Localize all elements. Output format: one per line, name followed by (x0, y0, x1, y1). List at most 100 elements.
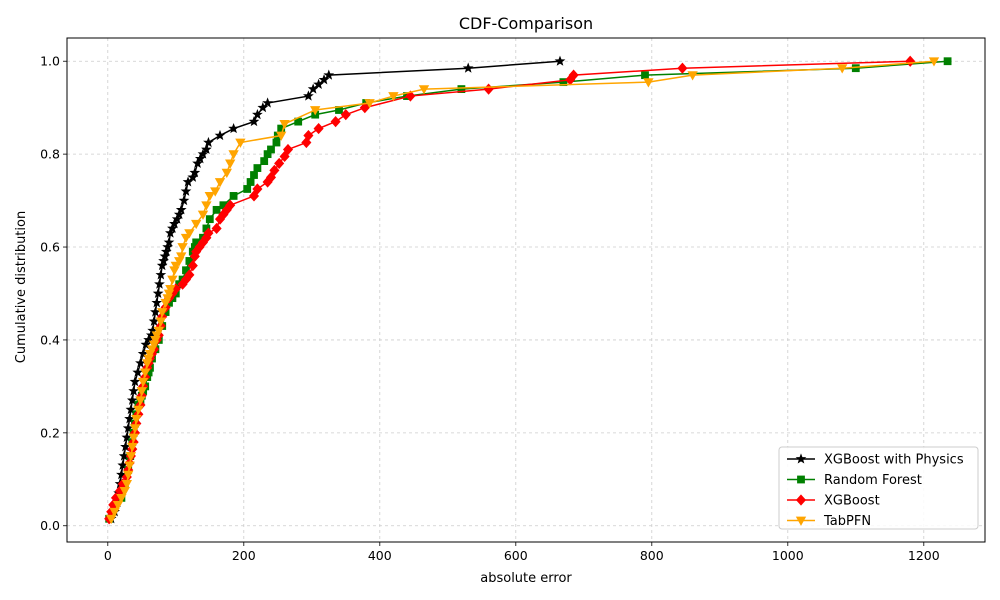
data-point (169, 218, 180, 229)
legend-item: XGBoost (787, 494, 880, 509)
legend-item: TabPFN (787, 514, 871, 529)
data-point (106, 514, 117, 525)
data-point (180, 185, 192, 196)
data-point (248, 115, 260, 127)
y-tick-label: 0.2 (40, 425, 60, 440)
data-point (176, 252, 187, 262)
data-point (462, 62, 474, 73)
data-point (157, 308, 168, 318)
data-point (225, 199, 236, 211)
data-point (276, 131, 287, 141)
y-tick-label: 0.8 (40, 147, 60, 162)
data-point (124, 461, 135, 471)
data-point (184, 269, 195, 281)
data-point (303, 129, 314, 142)
data-point (136, 387, 147, 397)
data-point (137, 377, 149, 388)
data-point (123, 470, 134, 480)
data-point (274, 157, 285, 170)
data-point (265, 171, 277, 183)
plot-area-frame (66, 37, 986, 543)
data-point (313, 122, 324, 135)
data-point (155, 317, 167, 327)
data-point (163, 236, 175, 247)
legend-label: TabPFN (823, 514, 871, 529)
data-point (260, 157, 269, 165)
data-point (197, 148, 209, 159)
data-point (235, 138, 246, 148)
data-point (246, 178, 255, 186)
data-point (252, 183, 263, 195)
data-point (323, 69, 335, 80)
y-tick-label: 0.6 (40, 240, 60, 255)
data-point (303, 90, 314, 101)
data-point (359, 102, 370, 114)
data-point (154, 278, 165, 289)
data-point (252, 109, 263, 120)
data-point (109, 507, 120, 518)
data-point (211, 222, 222, 235)
data-point (677, 62, 688, 74)
data-point (140, 338, 152, 350)
data-point (340, 109, 351, 121)
data-point (128, 385, 139, 396)
data-point (262, 97, 273, 108)
data-point (177, 243, 188, 253)
data-point (152, 287, 164, 299)
y-tick-label: 0.0 (40, 518, 60, 533)
x-tick-label: 600 (504, 548, 528, 563)
legend-label: XGBoost with Physics (824, 453, 964, 468)
data-point (128, 433, 139, 443)
x-tick-label: 1200 (908, 548, 940, 563)
data-point (225, 159, 236, 169)
series-3 (106, 57, 940, 525)
data-point (151, 297, 163, 308)
data-point (140, 368, 151, 378)
data-point (201, 201, 212, 211)
data-point (187, 260, 198, 272)
legend-box (778, 446, 979, 530)
data-point (173, 208, 185, 220)
data-point (250, 171, 258, 179)
data-point (905, 55, 916, 67)
legend-item: XGBoost with Physics (787, 453, 964, 468)
data-point (943, 57, 952, 66)
data-point (155, 269, 167, 280)
data-point (204, 192, 215, 202)
data-point (203, 136, 214, 148)
data-point (212, 205, 221, 214)
x-tick-label: 400 (368, 548, 392, 563)
data-point (131, 414, 142, 425)
data-point (126, 394, 138, 405)
data-point (175, 204, 187, 215)
data-point (125, 403, 137, 415)
data-point (167, 222, 178, 234)
legend-marker (795, 494, 807, 506)
data-point (184, 229, 195, 239)
data-point (228, 122, 239, 134)
x-axis-title: absolute error (480, 571, 572, 586)
data-point (457, 85, 466, 93)
legend-label: Random Forest (824, 473, 922, 488)
data-point (253, 164, 262, 172)
data-point (568, 69, 579, 81)
legend-marker (795, 453, 807, 464)
data-point (267, 145, 275, 154)
data-point (116, 493, 127, 504)
grid-lines (67, 38, 985, 542)
data-point (643, 78, 654, 88)
data-point (121, 480, 133, 490)
data-point (165, 227, 176, 238)
legend-marker (795, 516, 807, 526)
x-tick-label: 0 (104, 548, 112, 563)
data-point (133, 405, 144, 415)
data-point (310, 106, 321, 116)
data-point (187, 171, 199, 182)
data-point (282, 143, 294, 156)
data-point (191, 219, 202, 230)
data-point (210, 187, 221, 197)
data-point (229, 192, 238, 200)
data-point (837, 64, 848, 74)
data-point (851, 64, 860, 73)
